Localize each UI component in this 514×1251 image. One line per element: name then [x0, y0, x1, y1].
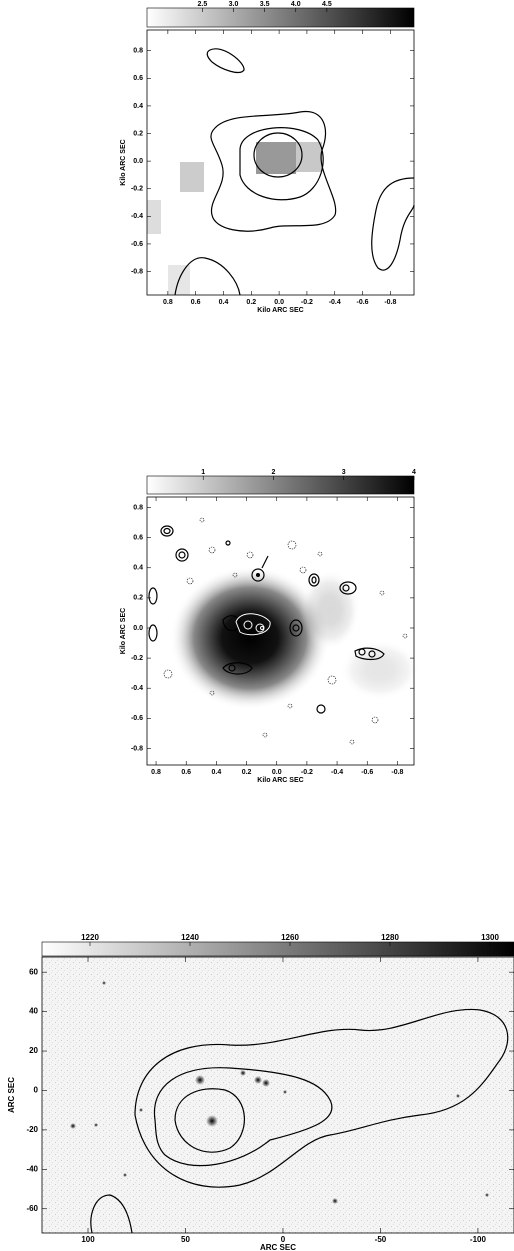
panel: 1220 1240 1260 1280 1300 100 50 0 -50 -100 60 40 20 0… — [7, 933, 514, 1251]
colorbar-tick-label: 4 — [412, 469, 416, 476]
x-tick-label: 0.4 — [212, 769, 222, 776]
x-tick-label: 0.0 — [272, 769, 282, 776]
x-axis-label: ARC SEC — [260, 1243, 296, 1251]
y-tick-label: 0.6 — [133, 534, 143, 541]
y-tick-label: -40 — [26, 1164, 38, 1173]
x-tick-label: -0.4 — [331, 769, 343, 776]
y-axis-label: ARC SEC — [7, 1077, 16, 1113]
colorbar — [41, 941, 514, 957]
colorbar-tick-label: 2 — [272, 469, 276, 476]
colorbar-tick-label: 4.0 — [291, 1, 301, 8]
panel-3-image — [42, 957, 514, 1233]
y-tick-label: 0.4 — [133, 103, 143, 110]
colorbar-tick-label: 1300 — [481, 933, 499, 942]
y-tick-label: -60 — [26, 1204, 38, 1213]
x-tick-label: 0.0 — [274, 299, 284, 306]
y-tick-label: 0.2 — [133, 130, 143, 137]
colorbar — [146, 475, 415, 495]
y-tick-label: 0.0 — [133, 158, 143, 165]
colorbar-tick-label: 3.5 — [260, 1, 270, 8]
y-tick-label: 0.8 — [133, 48, 143, 55]
x-tick-label: -0.6 — [357, 299, 369, 306]
colorbar-tick-label: 3 — [342, 469, 346, 476]
y-tick-label: 0.6 — [133, 75, 143, 82]
plot-frame — [146, 29, 415, 296]
colorbar-tick-label: 3.0 — [229, 1, 239, 8]
colorbar-tick-label: 1220 — [81, 933, 99, 942]
colorbar-tick-label: 1 — [201, 469, 205, 476]
x-tick-label: -0.8 — [384, 299, 396, 306]
colorbar-tick-label: 1240 — [181, 933, 199, 942]
y-tick-label: 40 — [29, 1007, 38, 1016]
x-tick-label: 0.2 — [242, 769, 252, 776]
x-tick-label: -0.8 — [391, 769, 403, 776]
x-tick-label: 100 — [81, 1235, 95, 1244]
panel-1-contours — [174, 48, 415, 296]
x-tick-label: 0.6 — [191, 299, 201, 306]
y-tick-label: 0.8 — [133, 504, 143, 511]
y-tick-label: -0.4 — [131, 685, 143, 692]
y-tick-label: -0.2 — [131, 186, 143, 193]
x-tick-label: 0.2 — [246, 299, 256, 306]
x-tick-label: -100 — [470, 1235, 487, 1244]
y-tick-label: -20 — [26, 1125, 38, 1134]
x-tick-label: 0.4 — [219, 299, 229, 306]
x-tick-label: -50 — [375, 1235, 387, 1244]
panel-1-image — [147, 142, 322, 295]
y-tick-label: 0 — [34, 1086, 39, 1095]
y-tick-label: 60 — [29, 967, 38, 976]
colorbar-tick-label: 2.5 — [198, 1, 208, 8]
plot-frame — [41, 956, 514, 1234]
y-tick-label: -0.6 — [131, 715, 143, 722]
x-tick-label: 50 — [181, 1235, 190, 1244]
x-tick-label: -0.2 — [301, 769, 313, 776]
colorbar-tick-label: 4.5 — [322, 1, 332, 8]
x-axis-label: Kilo ARC SEC — [257, 777, 303, 784]
x-tick-label: -0.2 — [301, 299, 313, 306]
y-tick-label: -0.8 — [131, 745, 143, 752]
y-tick-label: 0.2 — [133, 595, 143, 602]
colorbar-tick-label: 1260 — [281, 933, 299, 942]
x-tick-label: -0.6 — [361, 769, 373, 776]
plot-frame — [146, 496, 415, 766]
panel: 2.5 3.0 3.5 4.0 4.5 0.8 0.6 0.4 0.2 0.0 -0.2 -0.4 -0… — [120, 1, 415, 314]
x-tick-label: 0.6 — [181, 769, 191, 776]
x-tick-label: 0 — [281, 1235, 286, 1244]
colorbar-tick-label: 1280 — [381, 933, 399, 942]
x-axis-label: Kilo ARC SEC — [257, 307, 303, 314]
panel: 1 2 3 4 0.8 0.6 0.4 0.2 0.0 -0.2 -0.4 -0.6 -0.8 0.8 0.… — [120, 469, 416, 784]
panel-3-contours — [90, 1008, 509, 1234]
x-tick-label: 0.8 — [163, 299, 173, 306]
y-tick-label: 20 — [29, 1046, 38, 1055]
y-axis-label: Kilo ARC SEC — [120, 139, 127, 185]
x-tick-label: 0.8 — [151, 769, 161, 776]
panel-2-contours — [148, 517, 408, 745]
y-tick-label: 0.4 — [133, 565, 143, 572]
y-tick-label: -0.8 — [131, 268, 143, 275]
y-tick-label: -0.6 — [131, 241, 143, 248]
y-tick-label: 0.0 — [133, 625, 143, 632]
panel-2-image — [170, 566, 420, 710]
x-tick-label: -0.4 — [329, 299, 341, 306]
y-axis-label: Kilo ARC SEC — [120, 608, 127, 654]
colorbar — [146, 7, 415, 28]
y-tick-label: -0.4 — [131, 213, 143, 220]
y-tick-label: -0.2 — [131, 655, 143, 662]
